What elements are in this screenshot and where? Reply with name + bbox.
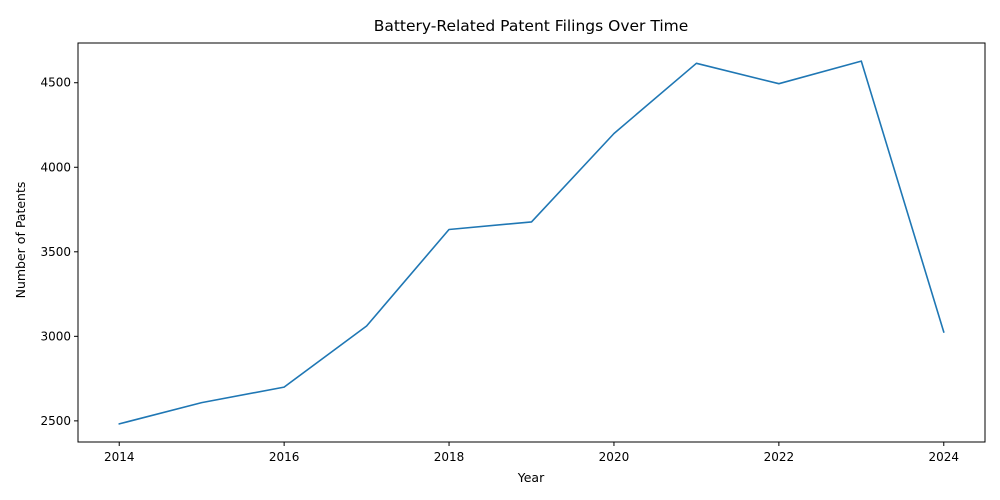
chart-title: Battery-Related Patent Filings Over Time (374, 17, 689, 35)
x-tick-label: 2018 (434, 450, 465, 464)
y-tick-label: 3000 (40, 329, 71, 343)
x-tick-label: 2014 (104, 450, 135, 464)
x-axis-label: Year (517, 470, 545, 485)
y-tick-label: 4000 (40, 160, 71, 174)
x-tick-label: 2024 (928, 450, 959, 464)
y-axis-label: Number of Patents (13, 182, 28, 299)
x-tick-label: 2016 (269, 450, 300, 464)
x-tick-label: 2020 (599, 450, 630, 464)
x-tick-label: 2022 (764, 450, 795, 464)
y-tick-label: 3500 (40, 245, 71, 259)
y-tick-label: 4500 (40, 76, 71, 90)
y-tick-label: 2500 (40, 414, 71, 428)
